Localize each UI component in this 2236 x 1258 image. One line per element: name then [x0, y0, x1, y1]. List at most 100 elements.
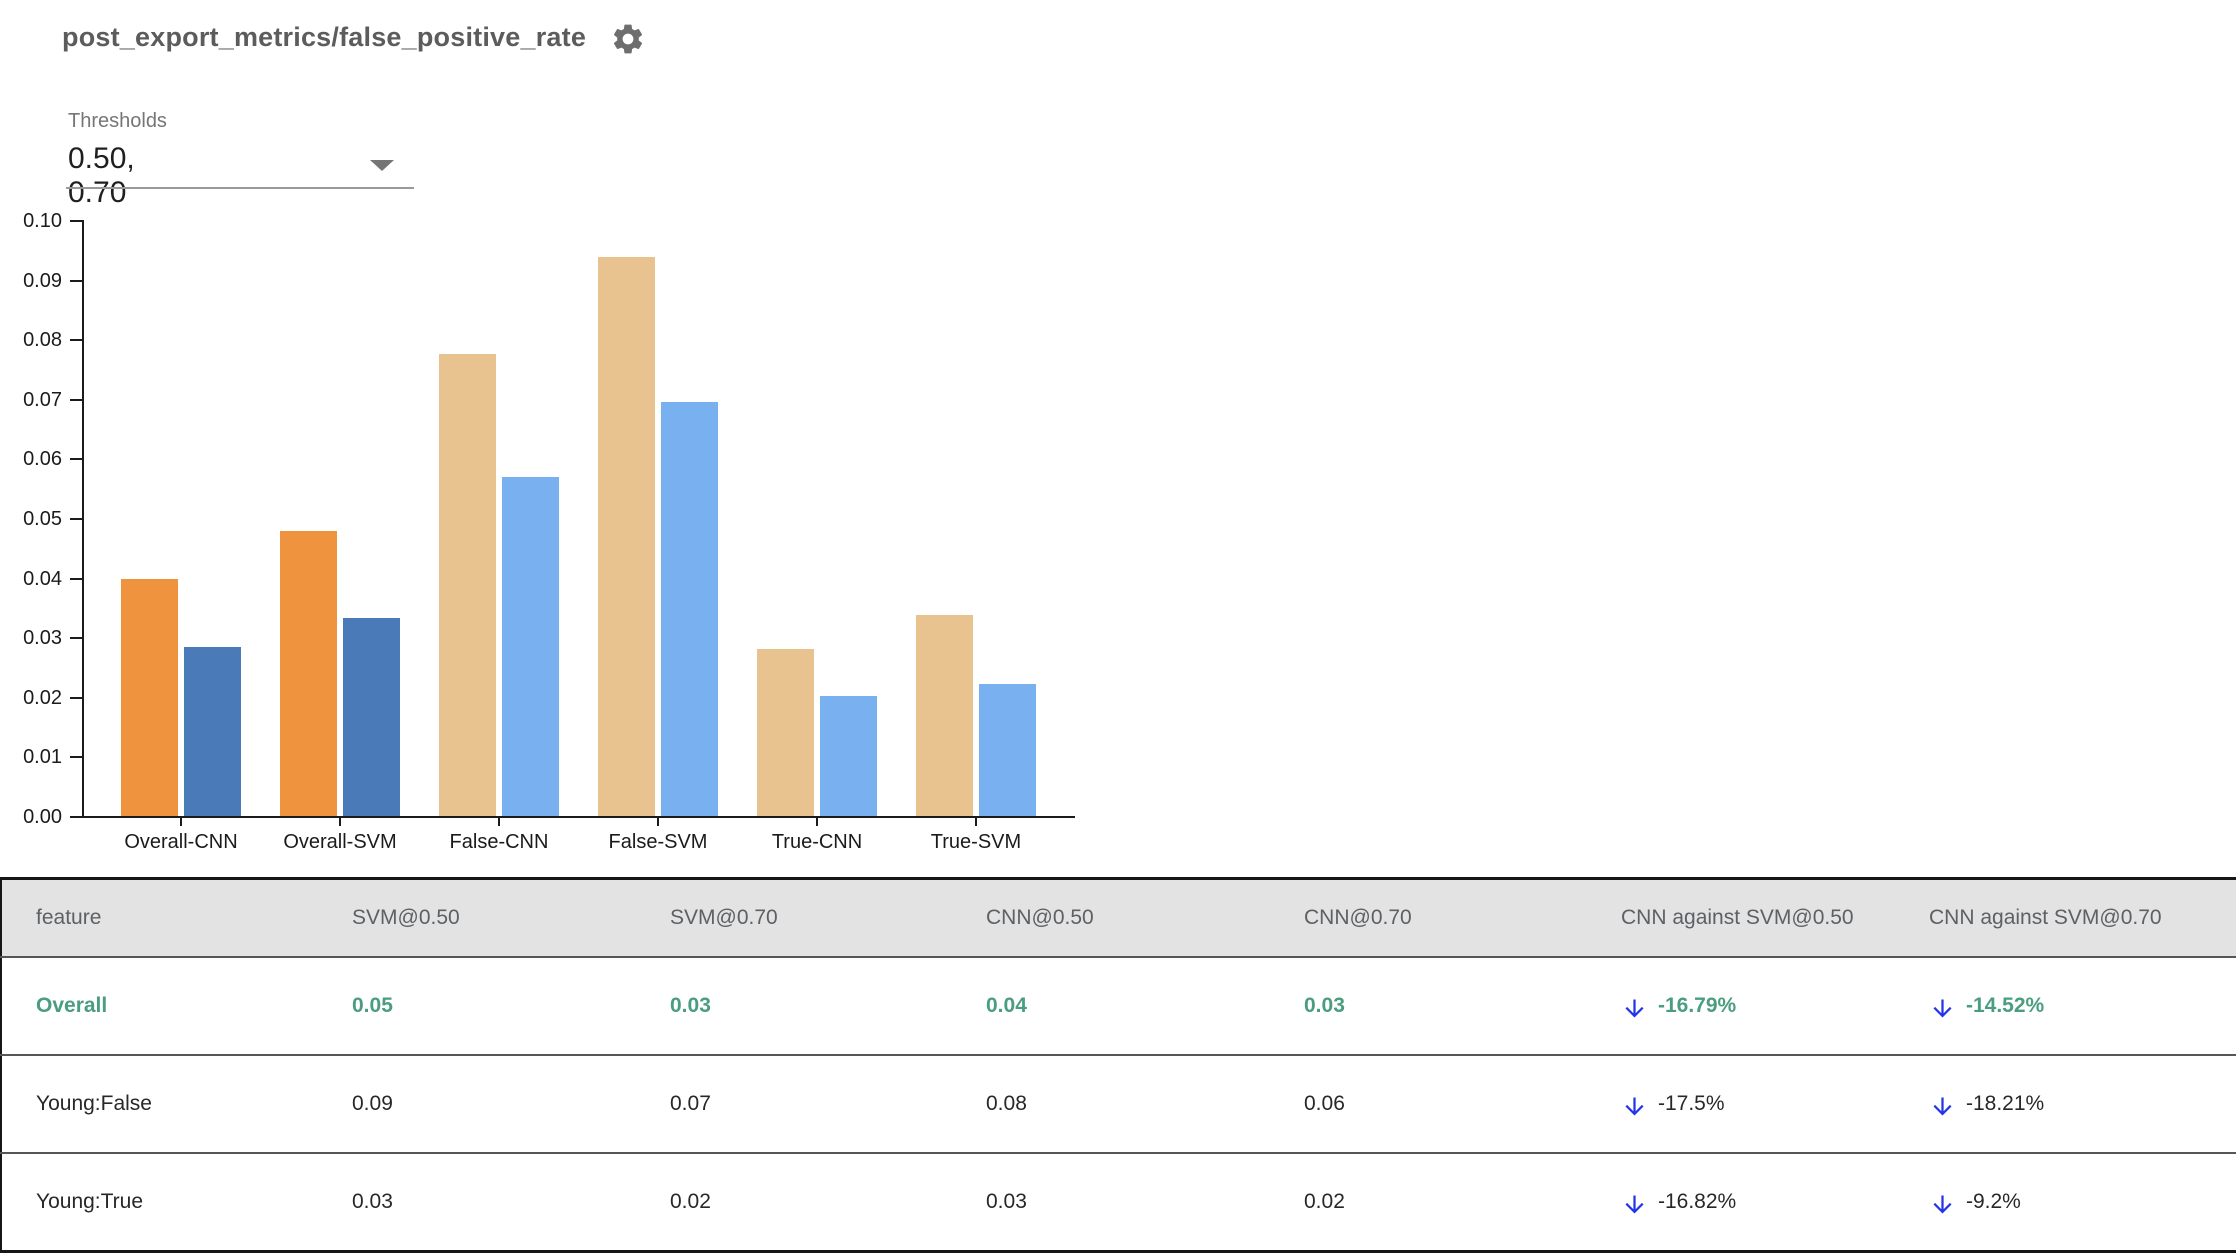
- y-axis-tick-label: 0.07: [23, 388, 62, 411]
- decrease-arrow-icon: [1625, 1195, 1644, 1214]
- metric-value-cell: 0.09: [318, 1054, 636, 1153]
- table-header-row: feature SVM@0.50 SVM@0.70 CNN@0.50 CNN@0…: [1, 878, 2236, 958]
- x-axis-tick: [657, 818, 659, 826]
- x-axis-tick: [816, 818, 818, 826]
- decrease-arrow-icon: [1625, 1097, 1644, 1116]
- metric-value-cell: 0.06: [1270, 1054, 1587, 1153]
- comparison-cell: -9.2%: [1895, 1152, 2236, 1252]
- y-axis-tick-label: 0.08: [23, 329, 62, 352]
- comparison-percent: -16.79%: [1658, 994, 1737, 1017]
- y-axis-tick-label: 0.01: [23, 746, 62, 769]
- col-header-cnn-050: CNN@0.50: [952, 878, 1270, 958]
- metric-value-cell: 0.07: [636, 1054, 952, 1153]
- thresholds-value: 0.50, 0.70: [68, 142, 135, 209]
- bar: [343, 618, 400, 816]
- y-axis-tick-label: 0.05: [23, 508, 62, 530]
- bar: [439, 354, 496, 816]
- y-axis-tick-label: 0.06: [23, 448, 62, 471]
- y-axis-tick: [70, 637, 82, 640]
- metric-value-cell: 0.04: [986, 994, 1027, 1017]
- x-axis-category-label: True-SVM: [930, 831, 1022, 853]
- bar: [184, 647, 241, 816]
- x-axis-category-label: True-CNN: [771, 831, 863, 853]
- y-axis-tick: [70, 756, 82, 759]
- bar: [757, 649, 814, 816]
- table-row: Overall 0.05 0.03 0.04 0.03 -16.79% -14.52%: [1, 957, 2236, 1055]
- y-axis-tick-label: 0.09: [23, 269, 62, 292]
- bar: [280, 531, 337, 816]
- y-axis-tick: [70, 398, 82, 401]
- comparison-percent: -9.2%: [1966, 1190, 2021, 1213]
- col-header-svm-050: SVM@0.50: [318, 878, 636, 958]
- thresholds-label: Thresholds: [68, 110, 167, 132]
- x-axis-tick: [975, 818, 977, 826]
- x-axis-category-label: False-SVM: [608, 831, 708, 853]
- comparison-cell: -16.82%: [1587, 1152, 1895, 1252]
- y-axis-tick: [70, 458, 82, 461]
- bar: [598, 257, 655, 816]
- x-axis-tick: [339, 818, 341, 826]
- chart-y-axis: [82, 220, 84, 818]
- chart-x-axis: [82, 816, 1075, 818]
- table-row: Young:True 0.03 0.02 0.03 0.02 -16.82% -9.2%: [1, 1152, 2236, 1252]
- metric-value-cell: 0.05: [352, 994, 393, 1017]
- metric-value-cell: 0.03: [1304, 994, 1345, 1017]
- feature-cell: Young:False: [1, 1054, 318, 1153]
- metrics-table: feature SVM@0.50 SVM@0.70 CNN@0.50 CNN@0…: [0, 877, 2236, 1253]
- col-header-cnn-vs-svm-070: CNN against SVM@0.70: [1895, 878, 2236, 958]
- comparison-cell: -17.5%: [1587, 1054, 1895, 1153]
- y-axis-tick-label: 0.00: [23, 806, 62, 828]
- metric-value-cell: 0.03: [670, 994, 711, 1017]
- y-axis-tick-label: 0.02: [23, 686, 62, 709]
- x-axis-tick: [180, 818, 182, 826]
- dropdown-caret-icon: [370, 160, 394, 171]
- settings-gear-icon[interactable]: [610, 21, 646, 57]
- comparison-cell: -18.21%: [1895, 1054, 2236, 1153]
- x-axis-category-label: Overall-CNN: [124, 831, 238, 853]
- comparison-cell: -14.52%: [1895, 957, 2236, 1055]
- y-axis-tick: [70, 279, 82, 282]
- metric-value-cell: 0.03: [318, 1152, 636, 1252]
- decrease-arrow-icon: [1625, 999, 1644, 1018]
- decrease-arrow-icon: [1933, 1097, 1952, 1116]
- bar: [916, 615, 973, 816]
- metric-value-cell: 0.02: [1270, 1152, 1587, 1252]
- col-header-svm-070: SVM@0.70: [636, 878, 952, 958]
- comparison-percent: -14.52%: [1966, 994, 2045, 1017]
- table-row: Young:False 0.09 0.07 0.08 0.06 -17.5% -18.21%: [1, 1054, 2236, 1153]
- y-axis-tick-label: 0.04: [23, 567, 62, 590]
- bar: [979, 684, 1036, 816]
- y-axis-tick: [70, 518, 82, 520]
- y-axis-tick-label: 0.03: [23, 627, 62, 650]
- x-axis-category-label: Overall-SVM: [283, 831, 397, 853]
- false-positive-rate-bar-chart: 0.00 0.01 0.02 0.03 0.04 0.05 0.06 0.07 0.08 0.09…: [0, 0, 1120, 870]
- decrease-arrow-icon: [1933, 999, 1952, 1018]
- y-axis-tick: [70, 339, 82, 342]
- metric-value-cell: 0.08: [952, 1054, 1270, 1153]
- y-axis-tick: [70, 696, 82, 699]
- bar: [502, 477, 559, 816]
- feature-cell: Overall: [36, 994, 108, 1017]
- metric-value-cell: 0.02: [636, 1152, 952, 1252]
- feature-cell: Young:True: [1, 1152, 318, 1252]
- comparison-percent: -18.21%: [1966, 1092, 2045, 1115]
- y-axis-tick: [70, 816, 82, 818]
- bar: [661, 402, 718, 816]
- bar: [820, 696, 877, 816]
- col-header-feature: feature: [1, 878, 318, 958]
- col-header-cnn-070: CNN@0.70: [1270, 878, 1587, 958]
- bar: [121, 579, 178, 816]
- y-axis-tick-label: 0.10: [23, 210, 62, 232]
- decrease-arrow-icon: [1933, 1195, 1952, 1214]
- page-title: post_export_metrics/false_positive_rate: [62, 22, 587, 52]
- col-header-cnn-vs-svm-050: CNN against SVM@0.50: [1587, 878, 1895, 958]
- y-axis-tick: [70, 220, 82, 222]
- comparison-percent: -17.5%: [1658, 1092, 1725, 1115]
- x-axis-category-label: False-CNN: [449, 831, 549, 853]
- comparison-percent: -16.82%: [1658, 1190, 1737, 1213]
- x-axis-tick: [498, 818, 500, 826]
- y-axis-tick: [70, 577, 82, 580]
- comparison-cell: -16.79%: [1587, 957, 1895, 1055]
- dropdown-underline: [66, 187, 414, 189]
- metric-value-cell: 0.03: [952, 1152, 1270, 1252]
